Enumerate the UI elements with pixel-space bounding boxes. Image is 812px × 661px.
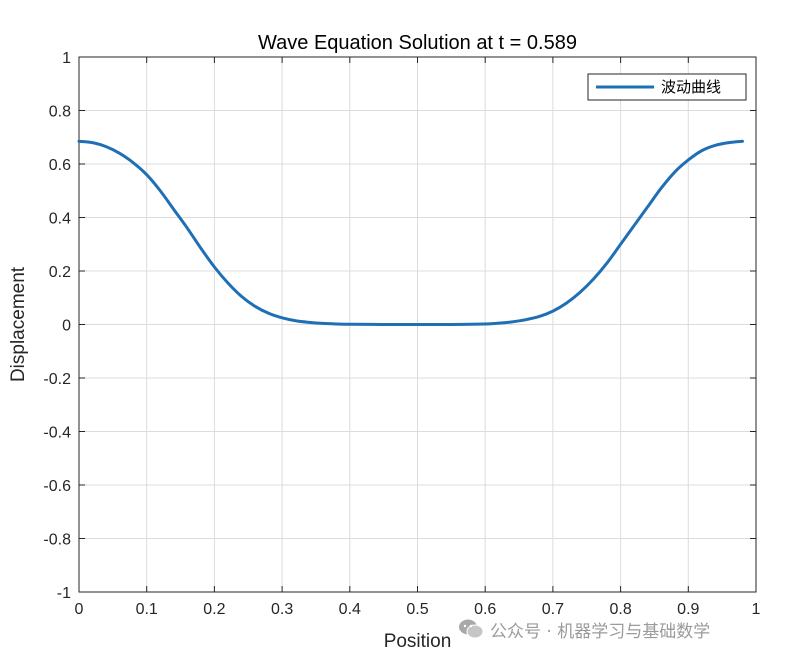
axes: 0 0.1 0.2 0.3 0.4 0.5 0.6 0.7 0.8 0.9 1 -1 -0.8 -0.6 -… bbox=[43, 50, 760, 618]
x-tick-label: 0 bbox=[75, 601, 84, 618]
y-tick-label: 0.2 bbox=[49, 264, 71, 281]
x-tick-label: 1 bbox=[752, 601, 761, 618]
y-tick-label: -0.8 bbox=[43, 532, 71, 549]
y-tick-label: 0.6 bbox=[49, 157, 71, 174]
x-tick-label: 0.2 bbox=[203, 601, 225, 618]
x-tick-label: 0.8 bbox=[609, 601, 631, 618]
x-tick-label: 0.7 bbox=[542, 601, 564, 618]
y-tick-label: 1 bbox=[62, 50, 71, 67]
y-tick-label: 0 bbox=[62, 318, 71, 335]
y-tick-label: -0.4 bbox=[43, 425, 71, 442]
x-tick-label: 0.9 bbox=[677, 601, 699, 618]
x-axis-title: Position bbox=[384, 631, 452, 652]
series-line-wave-curve bbox=[77, 139, 744, 327]
y-tick-label: -0.2 bbox=[43, 371, 71, 388]
legend-label: 波动曲线 bbox=[661, 78, 721, 96]
watermark: 公众号 · 机器学习与基础数学 bbox=[458, 614, 710, 644]
x-tick-label: 0.4 bbox=[339, 601, 361, 618]
y-tick-label: 0.4 bbox=[49, 211, 71, 228]
y-tick-label: 0.8 bbox=[49, 104, 71, 121]
x-tick-label: 0.3 bbox=[271, 601, 293, 618]
chart-title: Wave Equation Solution at t = 0.589 bbox=[258, 32, 577, 54]
x-tick-label: 0.5 bbox=[406, 601, 428, 618]
y-axis-title: Displacement bbox=[8, 266, 29, 382]
x-tick-label: 0.1 bbox=[136, 601, 158, 618]
wechat-icon bbox=[459, 619, 484, 639]
x-tick-label: 0.6 bbox=[474, 601, 496, 618]
legend: 波动曲线 bbox=[587, 73, 747, 101]
watermark-text: 公众号 · 机器学习与基础数学 bbox=[490, 621, 711, 642]
y-tick-label: -0.6 bbox=[43, 478, 71, 495]
y-tick-label: -1 bbox=[57, 585, 71, 602]
